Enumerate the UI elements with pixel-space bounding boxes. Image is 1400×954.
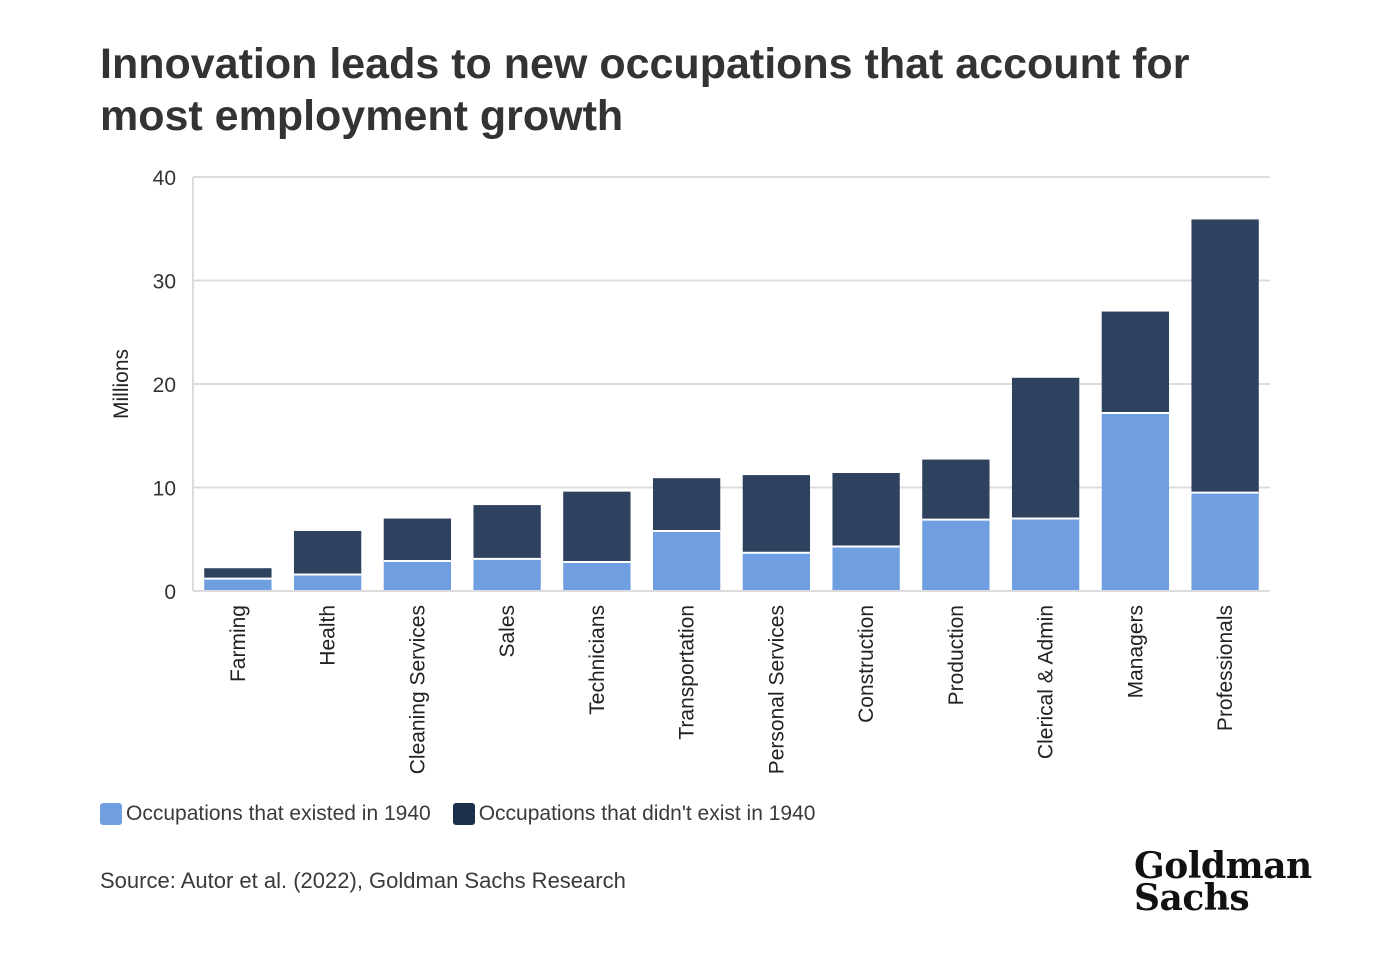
legend-label-existed: Occupations that existed in 1940 — [126, 802, 431, 825]
bar-new-11 — [1191, 219, 1259, 493]
x-tick-label: Sales — [496, 605, 519, 658]
bar-existed-9 — [1011, 518, 1080, 591]
x-tick-label: Personal Services — [765, 605, 788, 774]
axis-labels: 0 10 20 30 40 Millions Farming Health Cleaning S… — [110, 167, 1237, 774]
bar-existed-3 — [473, 558, 541, 591]
bar-existed-2 — [383, 560, 452, 591]
x-tick-label: Health — [317, 605, 340, 666]
logo-line-2: Sachs — [1134, 877, 1250, 919]
x-tick-label: Technicians — [586, 605, 609, 715]
y-tick-label: 40 — [153, 167, 176, 190]
chart-title: Innovation leads to new occupations that… — [100, 40, 1190, 140]
bar-new-6 — [742, 475, 811, 553]
y-axis-title: Millions — [110, 349, 133, 419]
stacked-bar-chart: 0 10 20 30 40 Millions Farming Health Cleaning S… — [110, 167, 1270, 774]
bar-new-8 — [922, 459, 990, 520]
bar-existed-4 — [563, 562, 631, 591]
legend-item-new: Occupations that didn't exist in 1940 — [452, 802, 816, 826]
y-tick-label: 20 — [153, 374, 176, 397]
bar-existed-1 — [293, 574, 362, 591]
bar-existed-0 — [204, 578, 272, 591]
y-tick-label: 10 — [153, 478, 176, 501]
x-tick-label: Construction — [855, 605, 878, 723]
legend: Occupations that existed in 1940 Occupat… — [100, 802, 837, 826]
source-note: Source: Autor et al. (2022), Goldman Sac… — [100, 868, 626, 893]
x-tick-label: Farming — [227, 605, 250, 682]
axes — [192, 177, 1270, 592]
bar-new-2 — [383, 518, 452, 561]
x-tick-label: Production — [945, 605, 968, 705]
x-tick-label: Cleaning Services — [406, 605, 429, 774]
bar-existed-10 — [1101, 412, 1170, 591]
bar-new-5 — [652, 478, 721, 531]
bar-new-1 — [293, 530, 362, 575]
legend-swatch-new — [452, 803, 475, 825]
x-tick-label: Transportation — [676, 605, 699, 740]
bar-existed-8 — [922, 519, 990, 591]
y-tick-label: 30 — [153, 271, 176, 294]
bar-new-0 — [204, 568, 272, 579]
bar-existed-7 — [832, 546, 900, 591]
x-tick-label: Managers — [1124, 605, 1147, 698]
x-tick-label: Professionals — [1214, 605, 1237, 731]
bars — [204, 219, 1259, 591]
bar-existed-6 — [742, 552, 811, 591]
legend-item-existed: Occupations that existed in 1940 — [100, 802, 431, 826]
bar-existed-5 — [652, 530, 721, 591]
bar-new-7 — [832, 473, 900, 547]
goldman-sachs-logo: Goldman Sachs — [1134, 845, 1312, 919]
legend-swatch-existed — [100, 803, 122, 825]
bar-new-10 — [1101, 311, 1170, 413]
legend-label-new: Occupations that didn't exist in 1940 — [478, 802, 816, 825]
y-tick-label: 0 — [164, 581, 176, 604]
bar-existed-11 — [1191, 492, 1259, 591]
gridlines — [193, 176, 1270, 489]
logo-line-1: Goldman — [1134, 845, 1312, 887]
bar-new-4 — [563, 491, 631, 563]
bar-new-3 — [473, 505, 541, 559]
bar-new-9 — [1011, 377, 1080, 519]
x-tick-label: Clerical & Admin — [1035, 605, 1058, 759]
